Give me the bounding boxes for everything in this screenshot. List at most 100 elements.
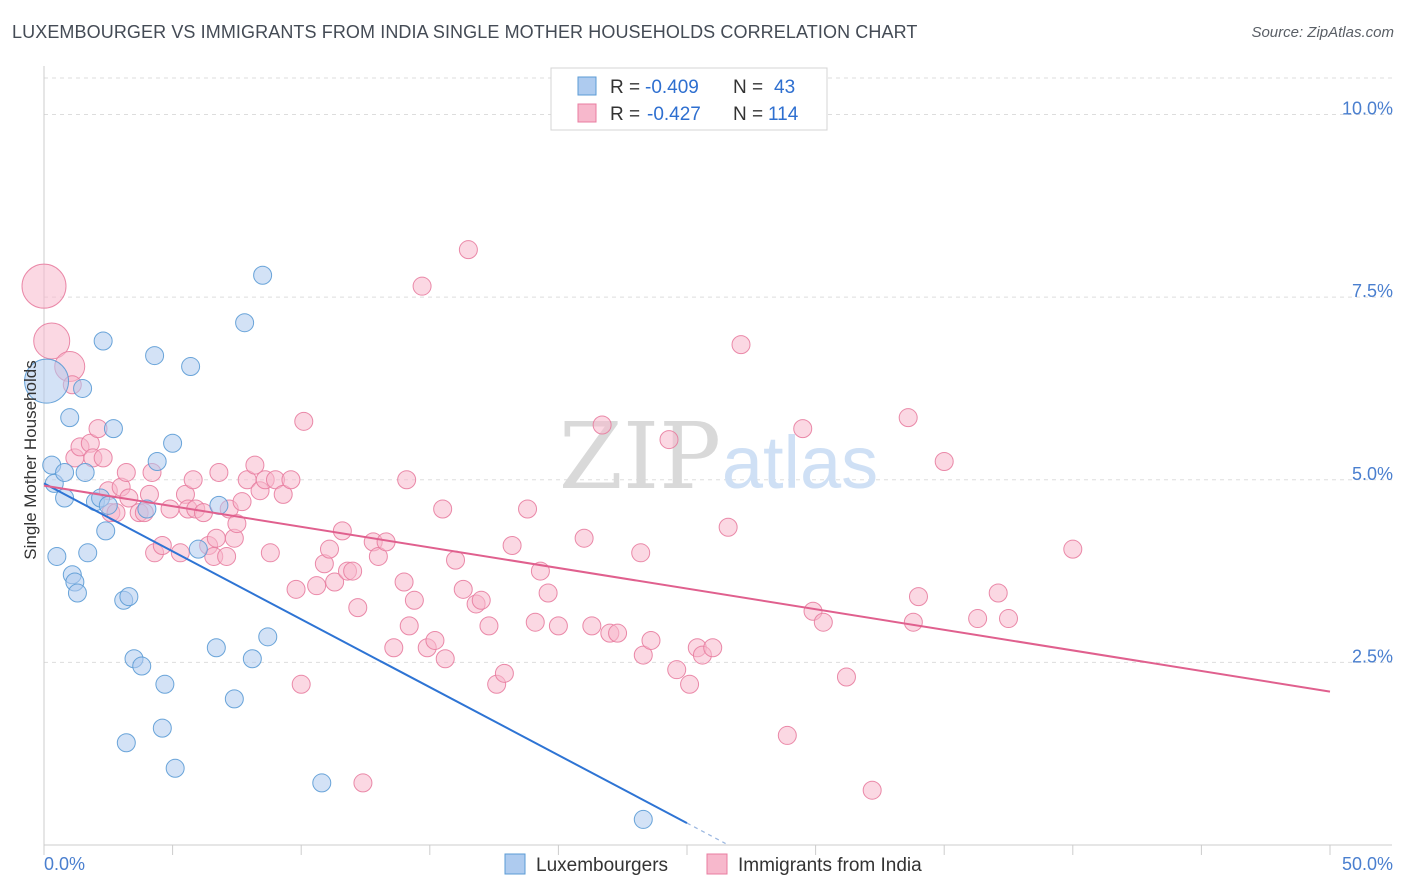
data-point-india	[332, 521, 352, 541]
data-point-luxembourgers	[103, 419, 123, 439]
data-point-india	[999, 609, 1018, 629]
data-point-luxembourgers	[96, 521, 116, 541]
gridlines	[44, 77, 1392, 663]
x-tick-label: 0.0%	[44, 854, 85, 874]
data-point-luxembourgers	[67, 583, 87, 603]
data-point-india	[1063, 539, 1083, 559]
data-point-india	[793, 419, 813, 439]
data-point-india	[294, 411, 314, 431]
data-point-india	[343, 561, 363, 581]
data-point-india	[93, 448, 113, 468]
data-point-india	[183, 470, 203, 490]
data-point-luxembourgers	[73, 378, 93, 398]
data-point-luxembourgers	[312, 773, 332, 793]
data-point-india	[394, 572, 414, 592]
data-point-india	[209, 462, 229, 482]
data-point-india	[217, 546, 237, 566]
data-point-india	[160, 499, 180, 519]
legend-n-label-1: N =	[733, 77, 763, 98]
data-point-india	[703, 638, 723, 658]
data-point-luxembourgers	[137, 499, 157, 519]
data-point-luxembourgers	[206, 638, 226, 658]
data-point-india	[245, 455, 265, 475]
data-point-luxembourgers	[55, 462, 75, 482]
source-credit: Source: ZipAtlas.com	[1251, 24, 1394, 41]
data-point-luxembourgers	[24, 358, 70, 404]
legend-swatch-pink	[577, 103, 597, 123]
legend-item-luxembourgers: Luxembourgers	[536, 855, 668, 876]
data-point-india	[458, 240, 478, 260]
data-point-luxembourgers	[78, 543, 98, 563]
data-point-india	[368, 546, 388, 566]
data-point-luxembourgers	[75, 462, 95, 482]
data-point-india	[582, 616, 602, 636]
data-point-india	[435, 649, 455, 669]
data-point-india	[384, 638, 404, 658]
data-point-india	[281, 470, 301, 490]
data-point-india	[348, 598, 368, 618]
data-point-india	[116, 462, 136, 482]
data-point-india	[353, 773, 373, 793]
series-legend: Luxembourgers Immigrants from India	[504, 853, 922, 876]
data-point-india	[412, 276, 432, 296]
data-point-india	[934, 452, 954, 471]
data-point-india	[319, 539, 339, 559]
trend-lines	[43, 482, 1331, 845]
data-point-luxembourgers	[145, 346, 165, 366]
data-point-india	[631, 543, 651, 563]
data-point-luxembourgers	[155, 674, 175, 694]
data-point-india	[397, 470, 417, 490]
data-point-luxembourgers	[98, 495, 118, 515]
trend-line-luxembourgers-extension	[686, 822, 726, 845]
data-point-india	[425, 630, 445, 650]
data-point-india	[659, 430, 679, 450]
data-point-india	[680, 674, 700, 694]
data-point-india	[908, 587, 928, 607]
data-point-luxembourgers	[253, 265, 273, 285]
axes	[43, 66, 1392, 855]
y-tick-label: 10.0%	[1342, 99, 1393, 119]
data-point-india	[494, 663, 514, 683]
data-point-india	[548, 616, 568, 636]
data-points	[21, 240, 1083, 829]
data-point-india	[903, 612, 923, 632]
data-point-india	[608, 623, 628, 643]
data-point-india	[641, 630, 661, 650]
data-point-luxembourgers	[47, 546, 67, 566]
data-point-india	[836, 667, 856, 687]
data-point-luxembourgers	[224, 689, 244, 709]
legend-swatch-blue	[577, 76, 597, 96]
y-tick-label: 5.0%	[1352, 464, 1393, 484]
x-tick-label: 50.0%	[1342, 854, 1393, 874]
data-point-india	[471, 590, 491, 610]
legend-r-value-2: -0.427	[647, 104, 701, 125]
data-point-india	[667, 660, 687, 680]
data-point-luxembourgers	[235, 313, 255, 333]
data-point-india	[307, 576, 327, 596]
data-point-india	[260, 543, 280, 563]
legend-n-label-2: N =	[733, 104, 763, 125]
data-point-india	[33, 322, 71, 360]
data-point-luxembourgers	[258, 627, 278, 647]
data-point-luxembourgers	[116, 733, 136, 753]
stats-legend: R = -0.409 N = 43 R = -0.427 N = 114	[550, 67, 828, 131]
data-point-india	[574, 528, 594, 548]
data-point-india	[968, 609, 988, 629]
data-point-luxembourgers	[152, 718, 172, 738]
data-point-luxembourgers	[93, 331, 113, 351]
data-point-luxembourgers	[181, 357, 201, 377]
data-point-india	[325, 572, 345, 592]
data-point-india	[862, 780, 882, 800]
data-point-india	[291, 674, 311, 694]
data-point-india	[731, 335, 751, 355]
data-point-luxembourgers	[147, 452, 167, 471]
data-point-india	[479, 616, 499, 636]
data-point-india	[286, 579, 306, 599]
data-point-india	[502, 536, 522, 556]
data-point-luxembourgers	[242, 649, 262, 669]
legend-item-immigrants-from-india: Immigrants from India	[738, 855, 922, 876]
data-point-india	[718, 517, 738, 537]
data-point-india	[592, 415, 612, 435]
data-point-luxembourgers	[165, 758, 185, 778]
data-point-india	[399, 616, 419, 636]
